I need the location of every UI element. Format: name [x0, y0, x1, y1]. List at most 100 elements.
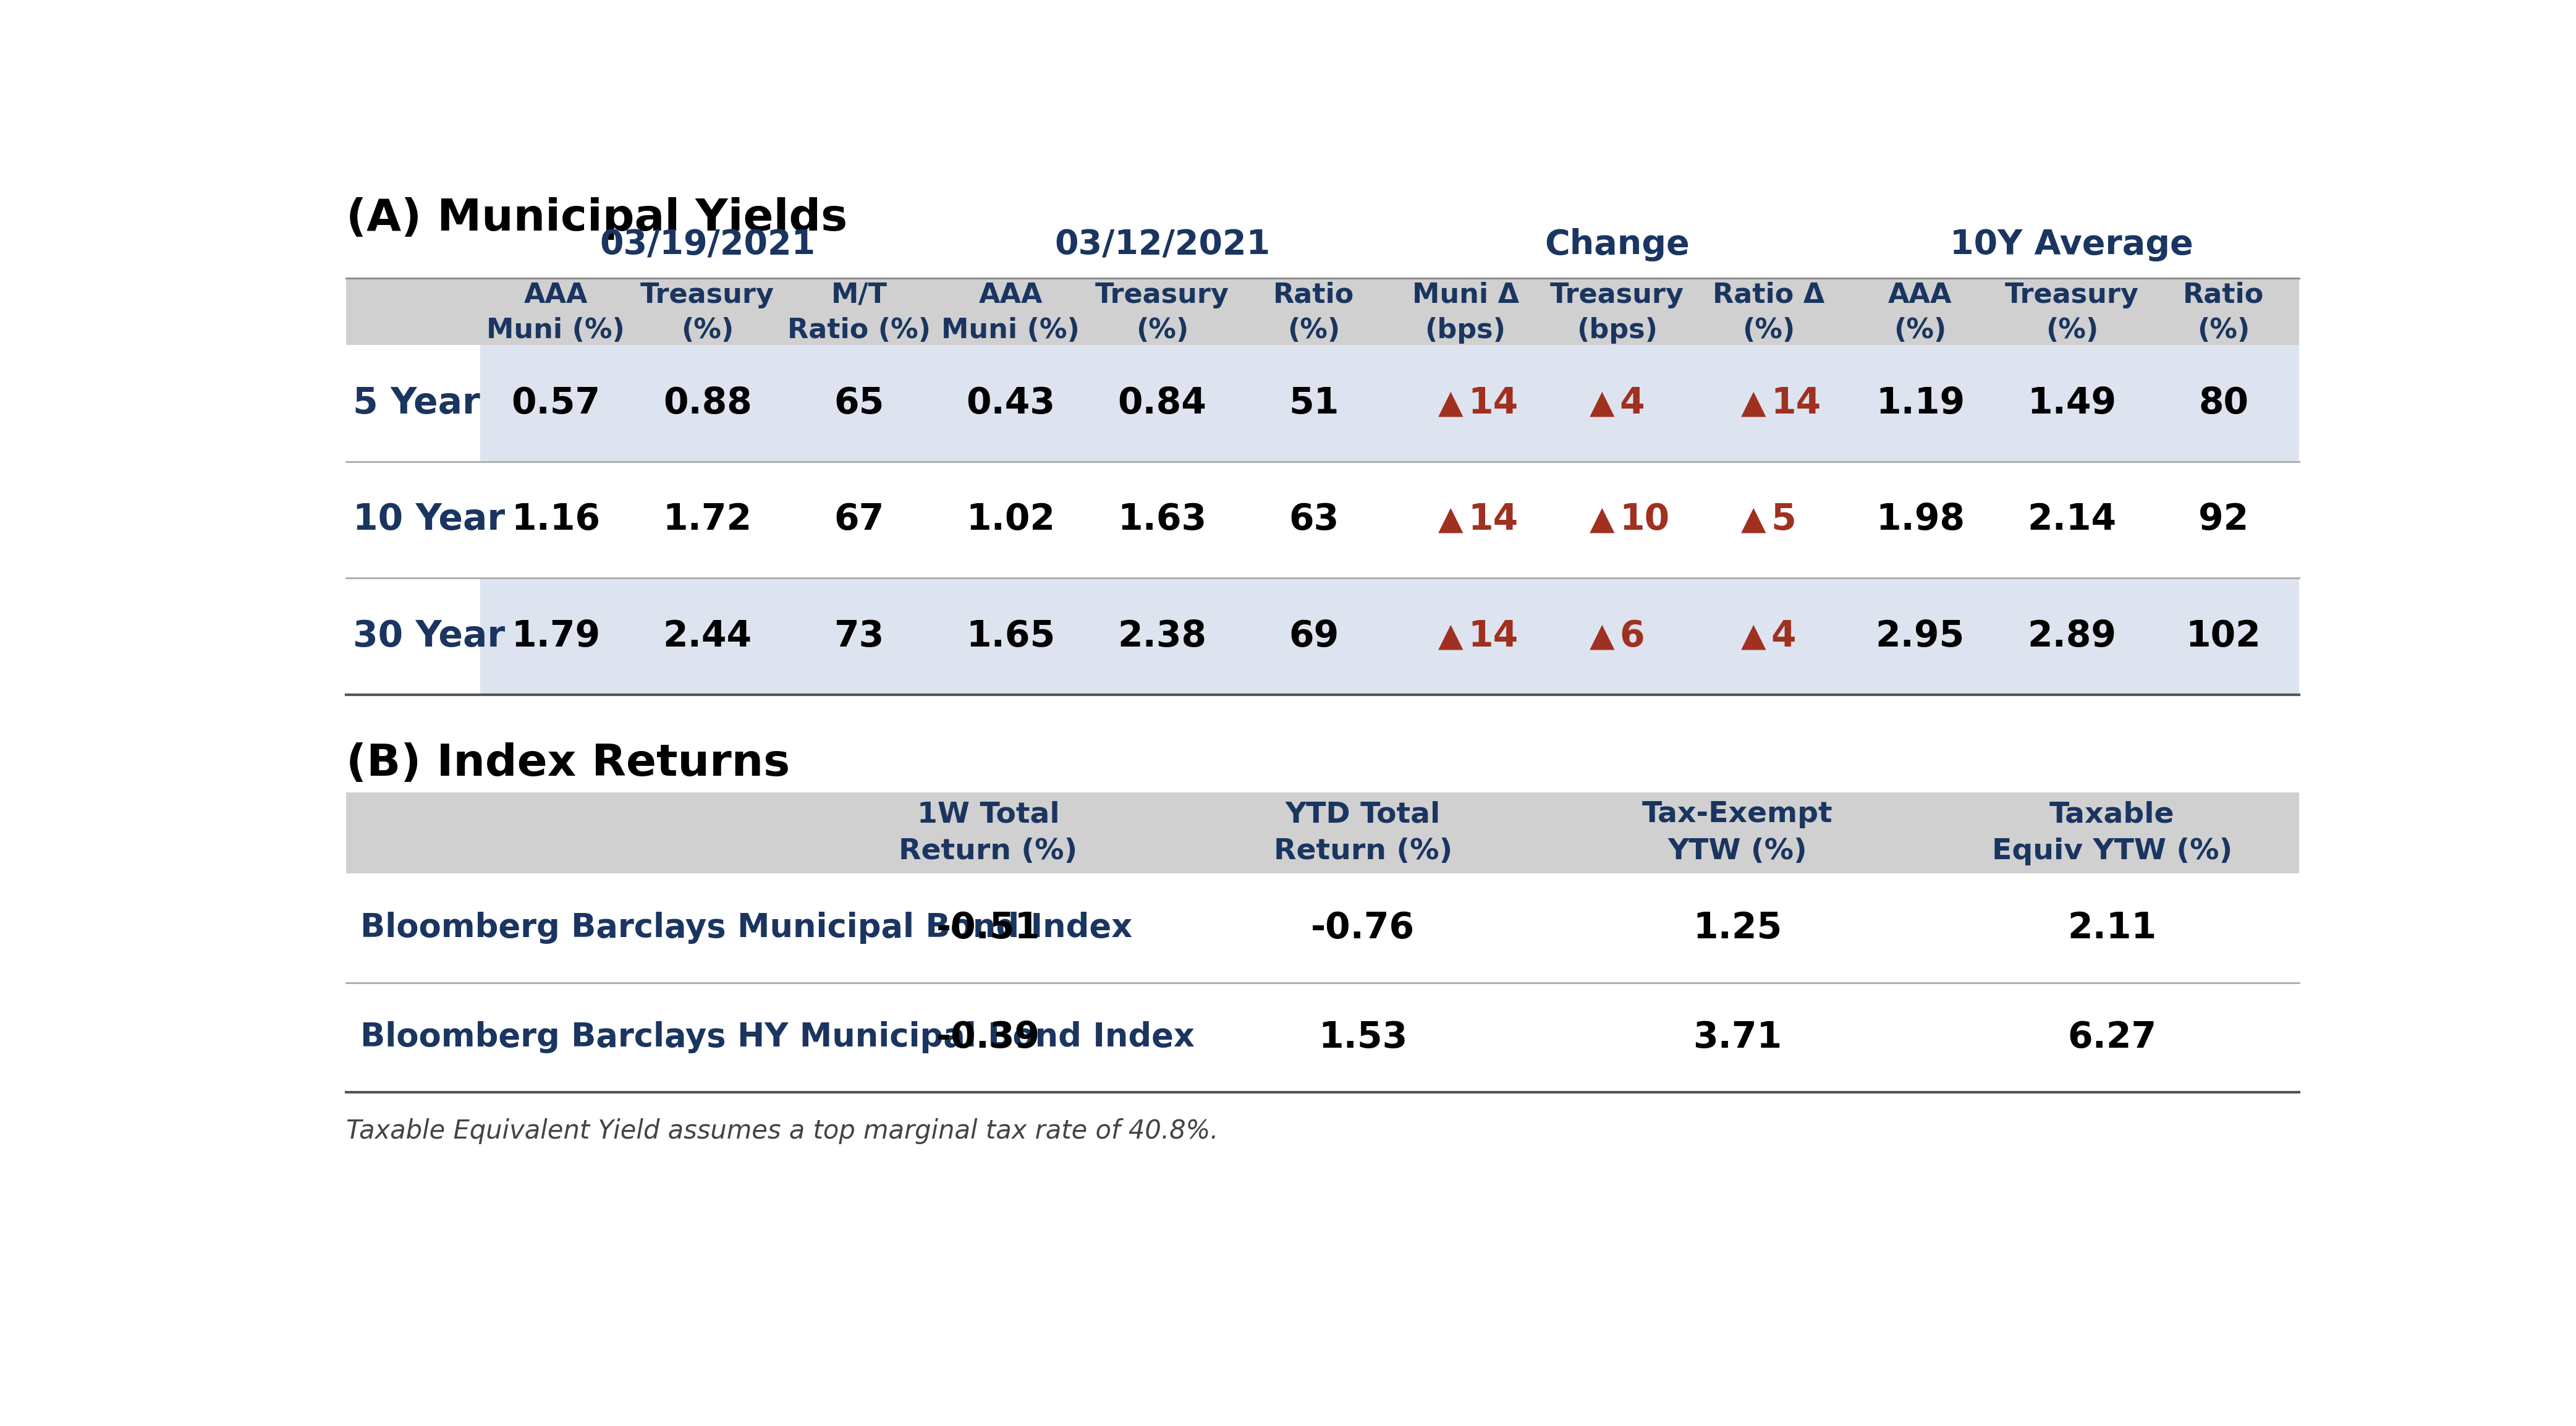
Bar — [345, 793, 2300, 873]
Text: 69: 69 — [1288, 619, 1340, 655]
Text: YTW (%): YTW (%) — [1667, 838, 1808, 866]
Text: Bloomberg Barclays Municipal Bond Index: Bloomberg Barclays Municipal Bond Index — [361, 911, 1133, 944]
Text: 10Y Average: 10Y Average — [1950, 228, 2195, 261]
Text: AAA: AAA — [1888, 281, 1953, 308]
Text: 1.63: 1.63 — [1118, 502, 1206, 538]
Text: Treasury: Treasury — [2004, 281, 2138, 308]
Text: 6.27: 6.27 — [2069, 1020, 2156, 1055]
Text: 2.38: 2.38 — [1118, 619, 1206, 655]
Text: 5 Year: 5 Year — [353, 385, 479, 421]
Text: YTD Total: YTD Total — [1285, 800, 1440, 829]
Text: 0.57: 0.57 — [510, 385, 600, 421]
Text: 51: 51 — [1288, 385, 1340, 421]
Text: AAA: AAA — [979, 281, 1043, 308]
Text: 1.02: 1.02 — [966, 502, 1056, 538]
Bar — [479, 345, 2300, 462]
Text: (%): (%) — [2045, 317, 2099, 344]
Text: Tax-Exempt: Tax-Exempt — [1641, 800, 1832, 829]
Text: 14: 14 — [1468, 385, 1517, 421]
Text: 1W Total: 1W Total — [917, 800, 1059, 829]
Text: 65: 65 — [835, 385, 884, 421]
Text: -0.39: -0.39 — [935, 1020, 1041, 1055]
Text: ▲: ▲ — [1741, 503, 1767, 536]
Text: 92: 92 — [2197, 502, 2249, 538]
Text: Muni Δ: Muni Δ — [1412, 281, 1520, 308]
Text: M/T: M/T — [832, 281, 886, 308]
Text: 14: 14 — [1772, 385, 1821, 421]
Text: 4: 4 — [1772, 619, 1795, 655]
Text: ▲: ▲ — [1437, 503, 1463, 536]
Text: 67: 67 — [835, 502, 884, 538]
Text: (%): (%) — [2197, 317, 2249, 344]
Text: (B) Index Returns: (B) Index Returns — [345, 743, 791, 784]
Text: (A) Municipal Yields: (A) Municipal Yields — [345, 197, 848, 240]
Text: 1.98: 1.98 — [1875, 502, 1965, 538]
Text: (%): (%) — [680, 317, 734, 344]
Text: ▲: ▲ — [1437, 386, 1463, 419]
Text: 6: 6 — [1620, 619, 1643, 655]
Text: 0.84: 0.84 — [1118, 385, 1206, 421]
Text: ▲: ▲ — [1589, 503, 1615, 536]
Text: (%): (%) — [1136, 317, 1188, 344]
Text: Taxable Equivalent Yield assumes a top marginal tax rate of 40.8%.: Taxable Equivalent Yield assumes a top m… — [345, 1118, 1218, 1144]
Text: (bps): (bps) — [1577, 317, 1656, 344]
Text: 1.65: 1.65 — [966, 619, 1056, 655]
Text: 5: 5 — [1772, 502, 1795, 538]
Text: 03/19/2021: 03/19/2021 — [600, 228, 817, 261]
Bar — [479, 578, 2300, 694]
Text: 2.89: 2.89 — [2027, 619, 2117, 655]
Text: 30 Year: 30 Year — [353, 619, 505, 655]
Text: 1.19: 1.19 — [1875, 385, 1965, 421]
Text: -0.51: -0.51 — [935, 910, 1041, 945]
Text: 0.88: 0.88 — [662, 385, 752, 421]
Text: 10 Year: 10 Year — [353, 502, 505, 538]
Text: Ratio: Ratio — [1273, 281, 1355, 308]
Text: 2.44: 2.44 — [662, 619, 752, 655]
Text: ▲: ▲ — [1589, 386, 1615, 419]
Text: 1.53: 1.53 — [1319, 1020, 1406, 1055]
Text: (%): (%) — [1288, 317, 1340, 344]
Text: 73: 73 — [835, 619, 884, 655]
Text: 3.71: 3.71 — [1692, 1020, 1783, 1055]
Text: Muni (%): Muni (%) — [487, 317, 626, 344]
Text: 03/12/2021: 03/12/2021 — [1054, 228, 1270, 261]
Text: 14: 14 — [1468, 502, 1517, 538]
Text: 2.14: 2.14 — [2027, 502, 2117, 538]
Text: Change: Change — [1546, 228, 1690, 261]
Text: Treasury: Treasury — [1095, 281, 1229, 308]
Text: 4: 4 — [1620, 385, 1643, 421]
Text: Ratio (%): Ratio (%) — [788, 317, 930, 344]
Text: Treasury: Treasury — [641, 281, 775, 308]
Text: ▲: ▲ — [1589, 620, 1615, 653]
Text: AAA: AAA — [523, 281, 587, 308]
Text: 1.16: 1.16 — [510, 502, 600, 538]
Text: Return (%): Return (%) — [1273, 838, 1453, 866]
Text: 1.72: 1.72 — [662, 502, 752, 538]
Text: ▲: ▲ — [1437, 620, 1463, 653]
Text: Muni (%): Muni (%) — [940, 317, 1079, 344]
Text: 2.95: 2.95 — [1875, 619, 1965, 655]
Text: (%): (%) — [1893, 317, 1947, 344]
Text: 1.25: 1.25 — [1692, 910, 1783, 945]
Text: Treasury: Treasury — [1551, 281, 1685, 308]
Text: Taxable: Taxable — [2050, 800, 2174, 829]
Text: Bloomberg Barclays HY Municipal Bond Index: Bloomberg Barclays HY Municipal Bond Ind… — [361, 1021, 1195, 1054]
Text: 0.43: 0.43 — [966, 385, 1056, 421]
Text: 1.79: 1.79 — [510, 619, 600, 655]
Bar — [479, 462, 2300, 578]
Text: Return (%): Return (%) — [899, 838, 1077, 866]
Text: 14: 14 — [1468, 619, 1517, 655]
Text: 2.11: 2.11 — [2069, 910, 2156, 945]
Text: Equiv YTW (%): Equiv YTW (%) — [1991, 838, 2233, 866]
Text: 80: 80 — [2197, 385, 2249, 421]
Text: 63: 63 — [1288, 502, 1340, 538]
Bar — [345, 278, 2300, 345]
Text: (bps): (bps) — [1425, 317, 1507, 344]
Text: (%): (%) — [1741, 317, 1795, 344]
Text: ▲: ▲ — [1741, 386, 1767, 419]
Text: 1.49: 1.49 — [2027, 385, 2117, 421]
Text: -0.76: -0.76 — [1311, 910, 1414, 945]
Text: Ratio: Ratio — [2182, 281, 2264, 308]
Text: 102: 102 — [2187, 619, 2262, 655]
Text: Ratio Δ: Ratio Δ — [1713, 281, 1824, 308]
